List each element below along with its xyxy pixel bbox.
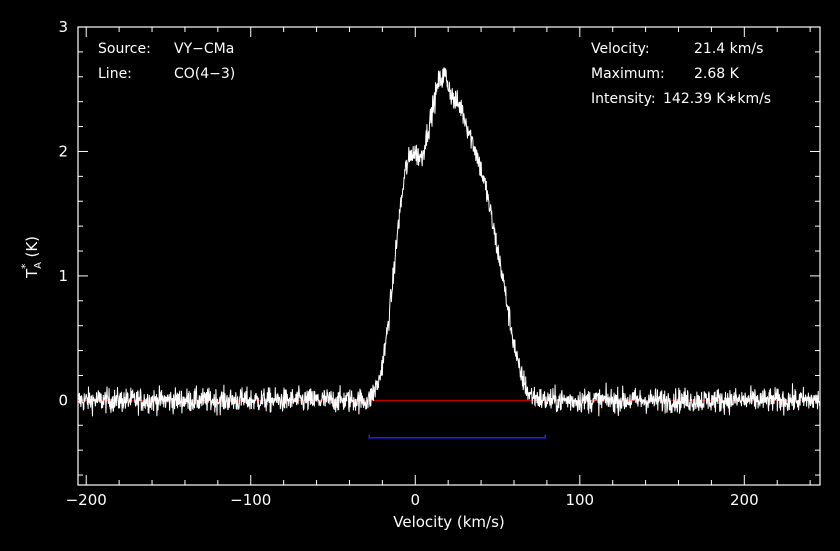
maximum-label: Maximum: <box>591 66 665 82</box>
velocity-value: 21.4 km/s <box>694 41 763 57</box>
y-axis-title: TA* (K) <box>19 236 44 279</box>
velocity-label: Velocity: <box>591 41 650 57</box>
plot-frame <box>77 26 821 486</box>
integration-window <box>368 434 546 439</box>
y-axis-unit: (K) <box>23 236 41 258</box>
y-axis-symbol: T <box>23 268 41 279</box>
x-tick-label: −200 <box>66 491 107 509</box>
y-tick-label: 2 <box>58 142 68 160</box>
axis-ticks: −200 −100 0 100 200 0 1 2 3 <box>58 18 820 509</box>
source-label: Source: <box>98 41 151 57</box>
x-axis-title: Velocity (km/s) <box>393 513 504 531</box>
x-tick-label: 100 <box>565 491 594 509</box>
line-value: CO(4−3) <box>174 66 235 82</box>
y-tick-label: 1 <box>58 267 68 285</box>
x-tick-label: 0 <box>410 491 420 509</box>
info-panel-left: Source: VY−CMa Line: CO(4−3) <box>98 41 235 82</box>
intensity-label: Intensity: <box>591 91 656 107</box>
svg-text:TA*(K): TA* (K) <box>19 236 44 279</box>
spectrum-series-line <box>77 67 821 417</box>
y-axis-sub: A <box>33 262 44 269</box>
y-axis-sup: * <box>19 263 32 269</box>
y-tick-label: 0 <box>58 391 68 409</box>
y-tick-label: 3 <box>58 18 68 36</box>
source-value: VY−CMa <box>174 41 234 57</box>
x-tick-label: −100 <box>230 491 271 509</box>
intensity-value: 142.39 K∗km/s <box>663 91 771 107</box>
line-label: Line: <box>98 66 132 82</box>
x-tick-label: 200 <box>730 491 759 509</box>
info-panel-right: Velocity: 21.4 km/s Maximum: 2.68 K Inte… <box>591 41 771 107</box>
maximum-value: 2.68 K <box>694 66 740 82</box>
